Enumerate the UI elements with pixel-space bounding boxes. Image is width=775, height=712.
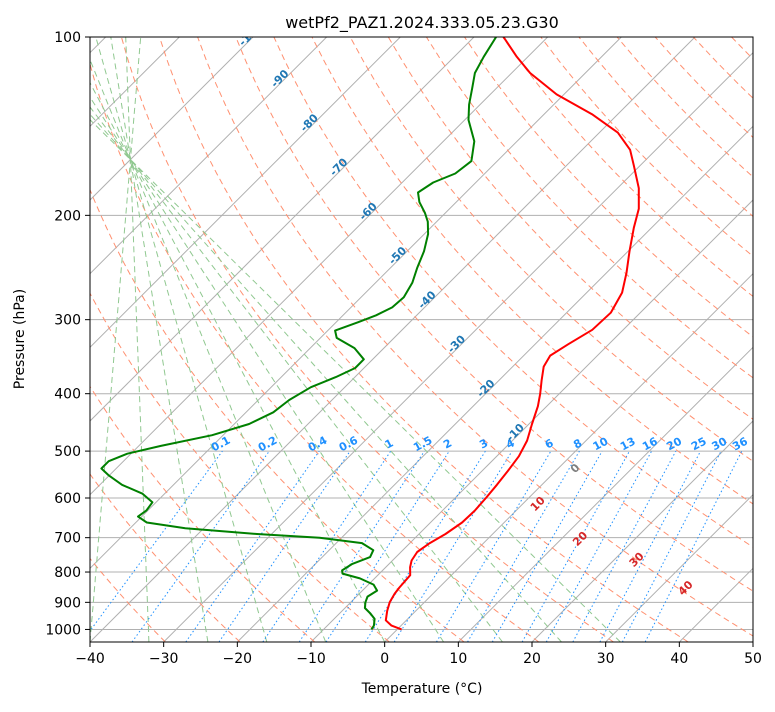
y-tick-label: 1000 xyxy=(45,622,81,638)
y-axis-title: Pressure (hPa) xyxy=(12,289,28,389)
x-tick-label: 30 xyxy=(597,651,615,667)
x-tick-label: 40 xyxy=(670,651,688,667)
y-tick-label: 600 xyxy=(54,491,81,507)
x-tick-label: 20 xyxy=(523,651,541,667)
y-tick-label: 700 xyxy=(54,531,81,547)
y-tick-label: 900 xyxy=(54,595,81,611)
x-tick-label: 50 xyxy=(744,651,762,667)
y-tick-label: 300 xyxy=(54,313,81,329)
x-tick-label: −10 xyxy=(296,651,326,667)
x-tick-label: 0 xyxy=(380,651,389,667)
y-tick-label: 200 xyxy=(54,208,81,224)
y-tick-label: 100 xyxy=(54,30,81,46)
x-tick-label: −40 xyxy=(75,651,105,667)
y-tick-label: 500 xyxy=(54,444,81,460)
x-tick-label: −20 xyxy=(223,651,253,667)
y-tick-label: 400 xyxy=(54,387,81,403)
x-tick-label: 10 xyxy=(449,651,467,667)
chart-title: wetPf2_PAZ1.2024.333.05.23.G30 xyxy=(285,13,559,33)
y-tick-label: 800 xyxy=(54,565,81,581)
x-axis-title: Temperature (°C) xyxy=(361,681,483,697)
x-tick-label: −30 xyxy=(149,651,179,667)
